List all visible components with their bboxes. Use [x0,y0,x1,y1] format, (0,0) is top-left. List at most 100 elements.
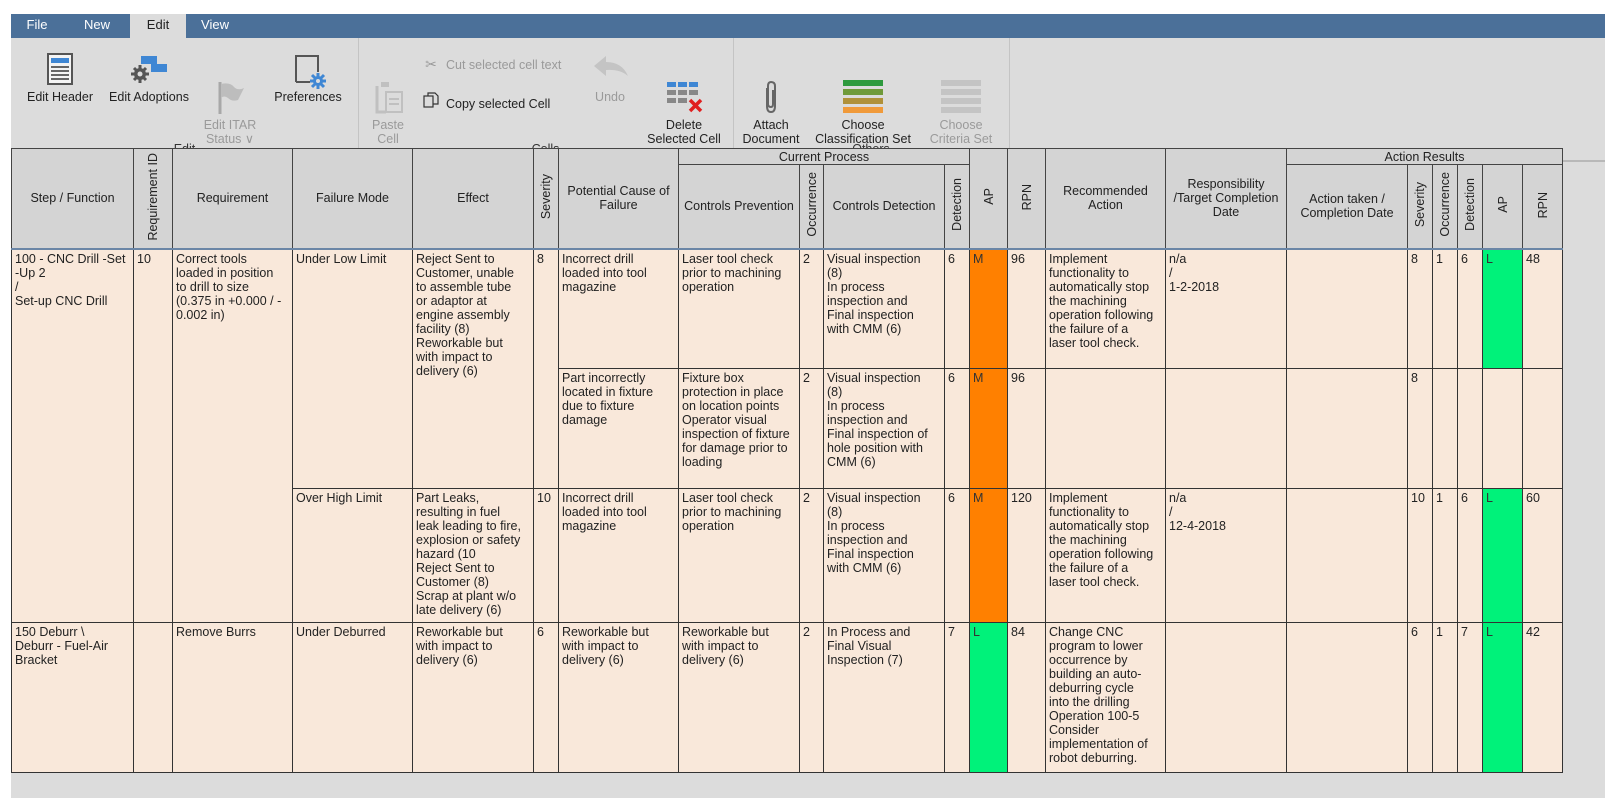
cell-potential-cause[interactable]: Reworkable but with impact to delivery (… [558,622,679,773]
edit-itar-status-button[interactable]: Edit ITAR Status ∨ [197,50,263,160]
cell-result-occurrence[interactable]: 1 [1432,622,1458,773]
cell-recommended-action[interactable] [1045,368,1166,489]
cell-controls-prevention[interactable]: Fixture box protection in place on locat… [678,368,800,489]
cell-potential-cause[interactable]: Incorrect drill loaded into tool magazin… [558,488,679,623]
cell-responsibility[interactable] [1165,368,1287,489]
undo-button[interactable]: Undo [586,50,634,104]
header-result-detection[interactable]: Detection [1457,164,1483,250]
header-controls-prevention[interactable]: Controls Prevention [678,164,800,250]
cell-effect[interactable]: Part Leaks, resulting in fuel leak leadi… [412,488,534,623]
header-occurrence[interactable]: Occurrence [799,164,824,250]
cell-controls-detection[interactable]: In Process and Final Visual Inspection (… [823,622,945,773]
cell-potential-cause[interactable]: Part incorrectly located in fixture due … [558,368,679,489]
cell-controls-detection[interactable]: Visual inspection (8) In process inspect… [823,248,945,369]
header-step-function[interactable]: Step / Function [11,148,134,250]
cell-result-severity[interactable]: 8 [1407,248,1433,369]
cell-controls-prevention[interactable]: Laser tool check prior to machining oper… [678,248,800,369]
header-responsibility[interactable]: Responsibility /Target Completion Date [1165,148,1287,250]
cell-occurrence[interactable]: 2 [799,488,824,623]
cell-rpn[interactable]: 84 [1007,622,1046,773]
cell-failure-mode[interactable]: Over High Limit [292,488,413,623]
cell-action-taken[interactable] [1286,368,1408,489]
cell-result-ap[interactable]: L [1482,622,1523,773]
header-controls-detection[interactable]: Controls Detection [823,164,945,250]
tab-file[interactable]: File [26,17,48,32]
cell-action-taken[interactable] [1286,622,1408,773]
cell-occurrence[interactable]: 2 [799,368,824,489]
cell-result-rpn[interactable]: 42 [1522,622,1563,773]
cell-ap[interactable]: M [969,368,1008,489]
cell-failure-mode[interactable]: Under Deburred [292,622,413,773]
cell-result-detection[interactable]: 7 [1457,622,1483,773]
paste-cell-button[interactable]: Paste Cell [364,50,412,160]
cell-effect[interactable]: Reject Sent to Customer, unable to assem… [412,248,534,489]
cell-requirement-id[interactable]: 10 [133,248,173,623]
header-recommended-action[interactable]: Recommended Action [1045,148,1166,250]
choose-classification-set-button[interactable]: Choose Classification Set [807,50,919,160]
header-effect[interactable]: Effect [412,148,534,250]
cell-failure-mode[interactable]: Under Low Limit [292,248,413,489]
cell-effect[interactable]: Reworkable but with impact to delivery (… [412,622,534,773]
cell-detection[interactable]: 6 [944,368,970,489]
header-result-severity[interactable]: Severity [1407,164,1433,250]
header-requirement-id[interactable]: Requirement ID [133,148,173,250]
cell-severity[interactable]: 6 [533,622,559,773]
cell-rpn[interactable]: 120 [1007,488,1046,623]
cell-action-taken[interactable] [1286,248,1408,369]
tab-edit[interactable]: Edit [130,14,186,38]
cell-recommended-action[interactable]: Implement functionality to automatically… [1045,248,1166,369]
cell-rpn[interactable]: 96 [1007,368,1046,489]
header-potential-cause[interactable]: Potential Cause of Failure [558,148,679,250]
cell-result-occurrence[interactable]: 1 [1432,248,1458,369]
cell-result-occurrence[interactable] [1432,368,1458,489]
cell-result-occurrence[interactable]: 1 [1432,488,1458,623]
header-ap[interactable]: AP [969,148,1008,250]
delete-selected-cell-button[interactable]: Delete Selected Cell [640,50,728,160]
tab-view[interactable]: View [201,17,229,32]
cell-ap[interactable]: M [969,488,1008,623]
cell-severity[interactable]: 10 [533,488,559,623]
cell-requirement-id[interactable] [133,622,173,773]
cell-controls-detection[interactable]: Visual inspection (8) In process inspect… [823,488,945,623]
cell-detection[interactable]: 7 [944,622,970,773]
cell-action-taken[interactable] [1286,488,1408,623]
cell-result-ap[interactable]: L [1482,488,1523,623]
cell-result-detection[interactable]: 6 [1457,488,1483,623]
cell-recommended-action[interactable]: Implement functionality to automatically… [1045,488,1166,623]
cell-result-severity[interactable]: 6 [1407,622,1433,773]
cell-responsibility[interactable]: n/a / 1-2-2018 [1165,248,1287,369]
cell-result-severity[interactable]: 8 [1407,368,1433,489]
cut-selected-cell-text-button[interactable]: ✂ Cut selected cell text [422,56,561,73]
header-result-occurrence[interactable]: Occurrence [1432,164,1458,250]
cell-result-detection[interactable]: 6 [1457,248,1483,369]
attach-document-button[interactable]: Attach Document [739,50,803,160]
header-result-ap[interactable]: AP [1482,164,1523,250]
cell-controls-prevention[interactable]: Reworkable but with impact to delivery (… [678,622,800,773]
header-rpn[interactable]: RPN [1007,148,1046,250]
cell-ap[interactable]: M [969,248,1008,369]
cell-result-rpn[interactable] [1522,368,1563,489]
cell-controls-prevention[interactable]: Laser tool check prior to machining oper… [678,488,800,623]
cell-rpn[interactable]: 96 [1007,248,1046,369]
cell-result-ap[interactable]: L [1482,248,1523,369]
cell-occurrence[interactable]: 2 [799,248,824,369]
header-failure-mode[interactable]: Failure Mode [292,148,413,250]
choose-criteria-set-button[interactable]: Choose Criteria Set [921,50,1001,160]
header-result-rpn[interactable]: RPN [1522,164,1563,250]
header-detection[interactable]: Detection [944,164,970,250]
cell-result-ap[interactable] [1482,368,1523,489]
cell-occurrence[interactable]: 2 [799,622,824,773]
cell-detection[interactable]: 6 [944,488,970,623]
tab-new[interactable]: New [83,17,110,32]
cell-recommended-action[interactable]: Change CNC program to lower occurrence b… [1045,622,1166,773]
cell-result-severity[interactable]: 10 [1407,488,1433,623]
edit-header-button[interactable]: Edit Header [17,50,103,104]
copy-selected-cell-button[interactable]: Copy selected Cell [422,92,550,111]
header-severity[interactable]: Severity [533,148,559,250]
cell-step-function[interactable]: 100 - CNC Drill -Set -Up 2 / Set-up CNC … [11,248,134,623]
cell-ap[interactable]: L [969,622,1008,773]
cell-controls-detection[interactable]: Visual inspection (8) In process inspect… [823,368,945,489]
cell-result-rpn[interactable]: 48 [1522,248,1563,369]
cell-requirement[interactable]: Remove Burrs [172,622,293,773]
cell-detection[interactable]: 6 [944,248,970,369]
